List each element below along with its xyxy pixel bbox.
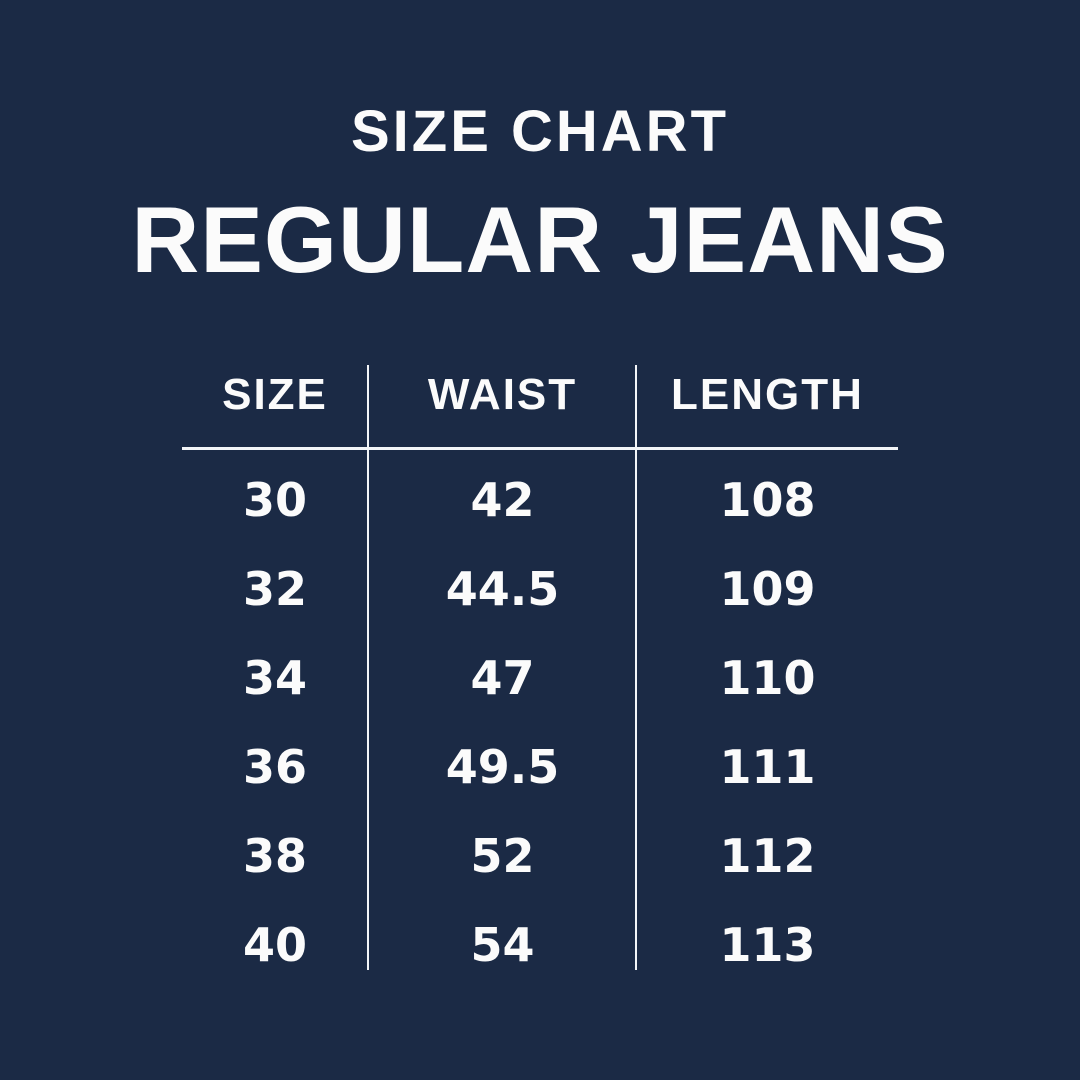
column-divider bbox=[367, 365, 369, 970]
page-title: REGULAR JEANS bbox=[131, 187, 949, 292]
table-header-row: SIZE WAIST LENGTH bbox=[182, 365, 898, 450]
table-cell: 38 bbox=[242, 828, 307, 883]
table-cell: 40 bbox=[242, 917, 307, 972]
column-header-length: LENGTH bbox=[671, 370, 864, 419]
table-cell: 42 bbox=[470, 472, 535, 527]
table-cell: 32 bbox=[242, 561, 307, 616]
table-cell: 110 bbox=[719, 650, 816, 705]
table-cell: 34 bbox=[242, 650, 307, 705]
column-divider bbox=[635, 365, 637, 970]
table-cell: 36 bbox=[242, 739, 307, 794]
table-cell: 49.5 bbox=[445, 739, 560, 794]
table-cell: 111 bbox=[719, 739, 816, 794]
table-cell: 47 bbox=[470, 650, 535, 705]
table-cell: 112 bbox=[719, 828, 816, 883]
column-header-size: SIZE bbox=[222, 370, 328, 419]
table-cell: 108 bbox=[719, 472, 816, 527]
table-cell: 113 bbox=[719, 917, 816, 972]
chart-kicker: SIZE CHART bbox=[351, 99, 729, 164]
table-cell: 44.5 bbox=[445, 561, 560, 616]
size-table: SIZE WAIST LENGTH 30 42 108 32 44.5 109 … bbox=[182, 365, 898, 984]
table-cell: 109 bbox=[719, 561, 816, 616]
table-cell: 54 bbox=[470, 917, 535, 972]
table-cell: 30 bbox=[242, 472, 307, 527]
table-body: 30 42 108 32 44.5 109 34 47 110 36 49.5 … bbox=[182, 450, 898, 984]
column-header-waist: WAIST bbox=[427, 370, 578, 419]
table-cell: 52 bbox=[470, 828, 535, 883]
